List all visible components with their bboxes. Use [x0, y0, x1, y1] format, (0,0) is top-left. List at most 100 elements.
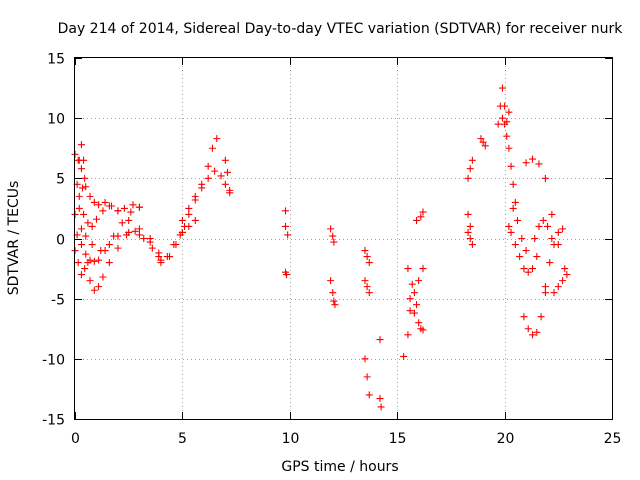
data-point: [81, 174, 89, 182]
data-point: [559, 225, 567, 233]
data-point: [464, 174, 472, 182]
data-point: [529, 265, 537, 273]
data-point: [84, 219, 92, 227]
data-point: [79, 184, 87, 192]
chart-title: Day 214 of 2014, Sidereal Day-to-day VTE…: [58, 21, 624, 37]
series-s08: [77, 225, 163, 257]
y-tick-label: -10: [42, 353, 65, 369]
series-s28: [464, 210, 474, 230]
data-point: [75, 192, 83, 200]
x-tick-label: 25: [604, 431, 622, 447]
data-point: [503, 118, 511, 126]
data-point: [75, 204, 83, 212]
data-point: [331, 301, 339, 309]
y-tick-label: 10: [47, 112, 65, 128]
data-point: [127, 208, 135, 216]
series-s22: [400, 352, 408, 360]
series-s34: [505, 204, 530, 255]
data-point: [191, 196, 199, 204]
data-point: [520, 313, 528, 321]
data-point: [114, 207, 122, 215]
data-point: [479, 138, 487, 146]
data-point: [533, 328, 541, 336]
data-point: [185, 210, 193, 218]
data-point: [178, 228, 186, 236]
data-point: [554, 228, 562, 236]
data-point: [419, 208, 427, 216]
series-s18: [361, 247, 373, 267]
data-point: [157, 259, 165, 267]
data-point: [468, 156, 476, 164]
data-point: [329, 232, 337, 240]
series-s13: [221, 156, 234, 194]
data-point: [509, 180, 517, 188]
data-point: [77, 165, 85, 173]
series-s14: [282, 207, 292, 239]
data-point: [417, 213, 425, 221]
data-point: [148, 244, 156, 252]
data-point: [466, 235, 474, 242]
series-s03: [75, 183, 143, 215]
data-point: [198, 184, 206, 192]
data-point: [330, 238, 338, 246]
data-point: [99, 273, 107, 281]
data-point: [282, 207, 290, 215]
y-tick-label: 15: [47, 52, 65, 68]
data-point: [550, 241, 558, 249]
data-point: [563, 271, 571, 279]
data-point: [419, 326, 427, 334]
data-point: [95, 256, 103, 264]
data-point: [554, 283, 562, 291]
series-s17: [327, 277, 339, 309]
data-point: [211, 167, 219, 175]
series-s38: [531, 216, 556, 242]
data-point: [361, 247, 369, 255]
x-tick-label: 20: [497, 431, 515, 447]
data-point: [464, 228, 472, 236]
series-s25: [406, 295, 427, 334]
data-point: [74, 259, 82, 267]
data-point: [535, 222, 543, 230]
series-s01: [71, 150, 89, 182]
data-point: [84, 259, 92, 267]
data-point: [86, 277, 94, 285]
data-point: [86, 192, 94, 200]
data-point: [541, 174, 549, 182]
data-point: [114, 232, 122, 240]
plot-frame: [74, 57, 613, 420]
data-point: [191, 216, 199, 224]
data-point: [513, 216, 521, 224]
data-point: [516, 253, 524, 261]
data-point: [77, 141, 85, 149]
data-point: [501, 102, 509, 110]
data-point: [185, 222, 193, 230]
axis-layer: 0 5 10 15 20 25 -15 -10 -5 0 5 10 15: [42, 52, 621, 448]
data-point: [77, 225, 85, 233]
series-s07: [86, 227, 163, 294]
data-point: [520, 265, 528, 273]
data-point: [129, 201, 137, 209]
data-point: [413, 301, 421, 309]
data-point: [99, 207, 107, 215]
data-point: [135, 203, 143, 211]
data-point: [509, 204, 517, 212]
data-point: [77, 271, 85, 279]
data-point: [477, 135, 485, 143]
series-s27: [464, 156, 476, 182]
data-point: [146, 238, 154, 246]
data-point: [283, 271, 291, 279]
data-point: [524, 268, 532, 276]
data-point: [415, 319, 423, 327]
data-point: [539, 216, 547, 224]
data-point: [535, 160, 543, 168]
data-point: [363, 283, 371, 291]
data-point: [135, 231, 143, 239]
y-tick-label: -15: [42, 413, 65, 429]
data-point: [376, 395, 384, 403]
data-point: [361, 355, 369, 363]
data-point: [88, 241, 96, 249]
data-point: [377, 403, 385, 411]
data-point: [529, 331, 537, 339]
data-point: [172, 241, 180, 249]
data-point: [185, 204, 193, 212]
